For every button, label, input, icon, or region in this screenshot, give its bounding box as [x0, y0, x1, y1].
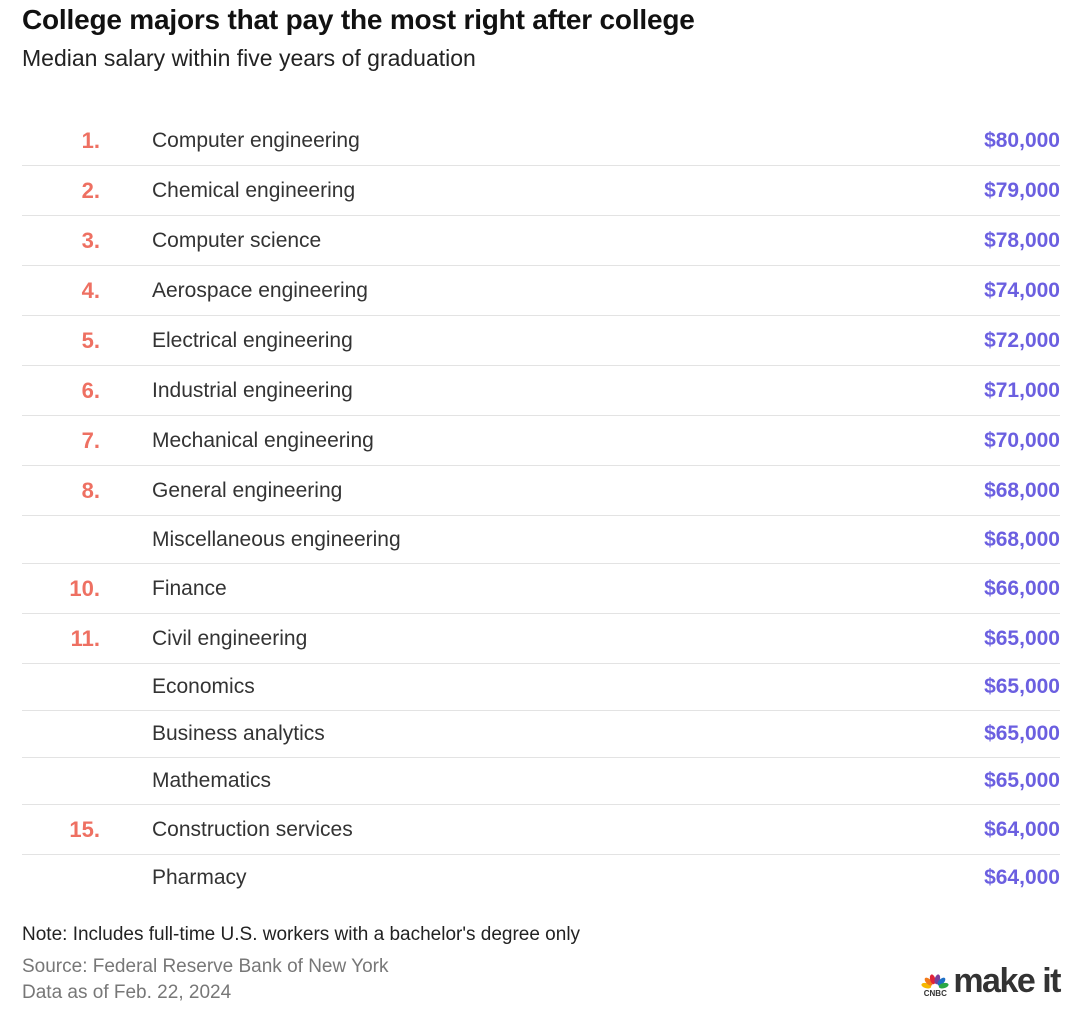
- peacock-feather: [937, 977, 946, 986]
- table-row: Business analytics $65,000: [22, 711, 1060, 758]
- major-label: Computer science: [152, 228, 322, 252]
- table-row: 15. Construction services $64,000: [22, 805, 1060, 855]
- peacock-icon: [921, 974, 949, 989]
- rank-label: 4.: [81, 277, 100, 303]
- rank-label: 3.: [81, 227, 100, 253]
- major-label: Civil engineering: [152, 626, 308, 650]
- salary-value: $68,000: [984, 478, 1060, 502]
- major-label: Construction services: [152, 817, 353, 841]
- logo-mark: CNBC: [921, 973, 949, 998]
- major-label: Computer engineering: [152, 128, 360, 152]
- major-label: Chemical engineering: [152, 178, 356, 202]
- major-label: Miscellaneous engineering: [152, 527, 401, 551]
- rank-label: 8.: [81, 477, 100, 503]
- logo-network: CNBC: [923, 989, 947, 998]
- major-label: Mechanical engineering: [152, 428, 374, 452]
- peacock-feather: [939, 982, 949, 989]
- peacock-feather: [924, 977, 933, 986]
- salary-value: $65,000: [984, 769, 1060, 792]
- table-row: Mathematics $65,000: [22, 758, 1060, 805]
- salary-value: $64,000: [984, 817, 1060, 841]
- rank-label: 5.: [81, 327, 100, 353]
- rank-label: 15.: [69, 816, 100, 842]
- major-label: Economics: [152, 675, 255, 698]
- salary-value: $64,000: [984, 866, 1060, 889]
- salary-value: $70,000: [984, 428, 1060, 452]
- major-label: Mathematics: [152, 769, 272, 792]
- salary-value: $78,000: [984, 228, 1060, 252]
- rank-label: 6.: [81, 377, 100, 403]
- major-label: General engineering: [152, 478, 343, 502]
- major-label: Industrial engineering: [152, 378, 353, 402]
- table-row: 6. Industrial engineering $71,000: [22, 366, 1060, 416]
- table-row: 4. Aerospace engineering $74,000: [22, 266, 1060, 316]
- date-line: Data as of Feb. 22, 2024: [22, 982, 232, 1003]
- major-label: Finance: [152, 576, 227, 600]
- salary-value: $74,000: [984, 278, 1060, 302]
- table-row: 2. Chemical engineering $79,000: [22, 166, 1060, 216]
- table-row: Economics $65,000: [22, 664, 1060, 711]
- rank-label: 7.: [81, 427, 100, 453]
- table-row: 5. Electrical engineering $72,000: [22, 316, 1060, 366]
- salary-value: $68,000: [984, 527, 1060, 551]
- rank-label: 11.: [70, 625, 100, 651]
- logo-brand: make it: [953, 962, 1061, 1000]
- rank-label: 2.: [81, 177, 100, 203]
- peacock-feather: [930, 974, 936, 985]
- footnote: Note: Includes full-time U.S. workers wi…: [22, 924, 581, 945]
- salary-value: $65,000: [984, 722, 1060, 745]
- rank-label: 1.: [81, 127, 100, 153]
- salary-value: $65,000: [984, 626, 1060, 650]
- table-row: 1. Computer engineering $80,000: [22, 116, 1060, 166]
- source-line: Source: Federal Reserve Bank of New York: [22, 956, 389, 977]
- table-row: 11. Civil engineering $65,000: [22, 614, 1060, 664]
- cnbc-make-it-logo: CNBC make it: [921, 962, 1061, 1000]
- major-label: Business analytics: [152, 722, 325, 745]
- table-row: 7. Mechanical engineering $70,000: [22, 416, 1060, 466]
- salary-value: $71,000: [984, 378, 1060, 402]
- salary-value: $65,000: [984, 675, 1060, 698]
- salary-table: 1. Computer engineering $80,000 2. Chemical …: [22, 116, 1060, 901]
- chart-title: College majors that pay the most right a…: [22, 4, 695, 35]
- table-row: Miscellaneous engineering $68,000: [22, 516, 1060, 564]
- salary-value: $66,000: [984, 576, 1060, 600]
- table-row: Pharmacy $64,000: [22, 855, 1060, 901]
- major-label: Aerospace engineering: [152, 278, 368, 302]
- salary-value: $72,000: [984, 328, 1060, 352]
- table-row: 8. General engineering $68,000: [22, 466, 1060, 516]
- major-label: Electrical engineering: [152, 328, 353, 352]
- rank-label: 10.: [69, 575, 100, 601]
- salary-value: $79,000: [984, 178, 1060, 202]
- salary-value: $80,000: [984, 128, 1060, 152]
- table-row: 3. Computer science $78,000: [22, 216, 1060, 266]
- chart-subtitle: Median salary within five years of gradu…: [22, 45, 476, 71]
- table-row: 10. Finance $66,000: [22, 564, 1060, 614]
- major-label: Pharmacy: [152, 866, 247, 889]
